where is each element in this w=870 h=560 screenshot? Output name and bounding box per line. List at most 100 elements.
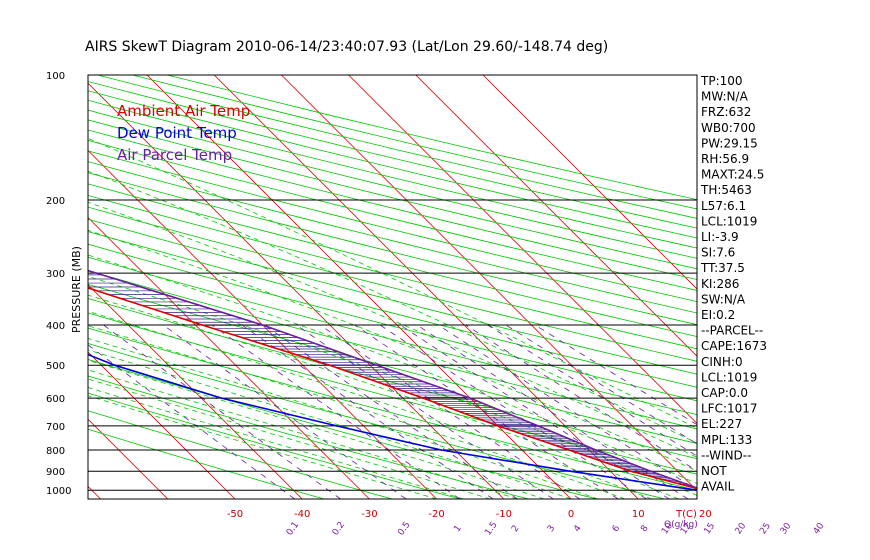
stat-item: MAXT:24.5 bbox=[701, 168, 764, 182]
mixing-ratio-label: 0.5 bbox=[396, 520, 412, 537]
moist-adiabat-line bbox=[88, 170, 697, 444]
dry-adiabat-line bbox=[88, 139, 697, 291]
legend-air-parcel-temp: Air Parcel Temp bbox=[117, 146, 232, 164]
stat-item: NOT bbox=[701, 464, 727, 478]
dry-adiabat-line bbox=[88, 327, 697, 491]
series-point bbox=[375, 364, 378, 367]
mixing-ratio-label: 0.1 bbox=[285, 520, 301, 537]
mixing-ratio-line bbox=[399, 324, 670, 499]
stat-item: EI:0.2 bbox=[701, 308, 735, 322]
dry-adiabat-line bbox=[88, 243, 697, 402]
series-point bbox=[568, 449, 570, 451]
stat-item: WB0:700 bbox=[701, 121, 756, 135]
series-point bbox=[95, 272, 98, 274]
parcel-temp-line bbox=[88, 269, 697, 489]
stat-item: LI:-3.9 bbox=[701, 230, 739, 244]
pressure-tick-label: 700 bbox=[46, 422, 65, 433]
mixing-ratio-label: 1 bbox=[452, 524, 463, 534]
series-point bbox=[497, 425, 499, 427]
moist-adiabat-line bbox=[88, 387, 464, 499]
bottom-temp-tick-label: -20 bbox=[428, 509, 444, 520]
mixing-ratio-line bbox=[379, 324, 647, 499]
series-point bbox=[440, 449, 443, 451]
dry-adiabat-line bbox=[88, 256, 697, 416]
pressure-tick-label: 600 bbox=[46, 394, 65, 405]
dry-adiabat-line bbox=[88, 109, 697, 259]
stat-item: AVAIL bbox=[701, 480, 735, 494]
dry-adiabat-line bbox=[88, 161, 697, 314]
stat-item: --PARCEL-- bbox=[701, 324, 763, 338]
stat-item: TH:5463 bbox=[700, 183, 752, 197]
pressure-tick-label: 200 bbox=[46, 196, 65, 207]
stat-item: LCL:1019 bbox=[701, 370, 757, 384]
bottom-temp-tick-label: 0 bbox=[568, 509, 574, 520]
stat-item: TP:100 bbox=[700, 74, 743, 88]
moist-adiabat-line bbox=[88, 229, 697, 472]
dry-adiabat-line bbox=[88, 119, 697, 270]
dry-adiabat-line bbox=[88, 410, 393, 499]
stat-item: FRZ:632 bbox=[701, 105, 751, 119]
stat-item: CINH:0 bbox=[701, 355, 743, 369]
dry-adiabat-line bbox=[88, 270, 697, 430]
bottom-temp-tick-label: -10 bbox=[496, 509, 512, 520]
mixing-ratio-label: 30 bbox=[779, 521, 794, 536]
mixing-ratio-line bbox=[416, 324, 689, 499]
pressure-tick-label: 800 bbox=[46, 446, 65, 457]
chart-title: AIRS SkewT Diagram 2010-06-14/23:40:07.9… bbox=[85, 39, 608, 55]
isotherm-line bbox=[146, 75, 572, 499]
moist-adiabat-line bbox=[88, 325, 625, 499]
stat-item: TT:37.5 bbox=[700, 261, 745, 275]
isotherm-line bbox=[281, 75, 697, 492]
dry-adiabat-line bbox=[88, 150, 697, 303]
stat-item: CAPE:1673 bbox=[701, 339, 767, 353]
mixing-ratio-unit: Q(g/kg) bbox=[664, 520, 698, 530]
mixing-ratio-line bbox=[88, 344, 295, 499]
stat-item: SI:7.6 bbox=[701, 246, 735, 260]
isotherm-line bbox=[88, 418, 169, 499]
mixing-ratio-label: 1.5 bbox=[483, 520, 499, 537]
mixing-ratio-line bbox=[437, 324, 697, 491]
series-point bbox=[261, 324, 264, 326]
mixing-ratio-label: 8 bbox=[639, 523, 651, 534]
series-point bbox=[335, 425, 338, 427]
isotherm-line bbox=[415, 75, 697, 357]
moist-adiabat-line bbox=[88, 395, 437, 499]
dry-adiabat-line bbox=[88, 129, 697, 280]
mixing-ratio-label: 15 bbox=[702, 521, 717, 536]
pressure-tick-label: 400 bbox=[46, 321, 65, 332]
legend: Ambient Air Temp Dew Point Temp Air Parc… bbox=[117, 102, 250, 164]
mixing-ratio-label: 2 bbox=[510, 524, 521, 534]
plot-frame bbox=[87, 74, 698, 500]
mixing-ratio-label: 0.2 bbox=[331, 520, 347, 537]
dry-adiabat-line bbox=[88, 99, 697, 249]
isotherm-line bbox=[0, 75, 33, 499]
temp-unit-label: T(C) bbox=[675, 509, 697, 520]
series-point bbox=[595, 449, 597, 451]
dry-adiabat-line bbox=[88, 312, 697, 475]
dry-adiabat-line bbox=[88, 283, 697, 444]
bottom-temp-tick-label: 20 bbox=[699, 509, 712, 520]
dry-adiabat-line bbox=[88, 183, 697, 337]
y-axis-label: PRESSURE (MB) bbox=[70, 246, 83, 333]
dry-adiabat-line bbox=[88, 194, 697, 350]
pressure-tick-label: 300 bbox=[46, 269, 65, 280]
grid-layer bbox=[0, 75, 697, 499]
mixing-ratio-label: 4 bbox=[572, 523, 584, 534]
moist-adiabat-line bbox=[88, 359, 545, 499]
stat-item: PW:29.15 bbox=[701, 136, 758, 150]
mixing-ratio-line bbox=[319, 324, 580, 499]
series-point bbox=[469, 397, 471, 399]
stat-item: MPL:133 bbox=[701, 433, 752, 447]
mixing-ratio-line bbox=[241, 324, 494, 499]
series-point bbox=[629, 470, 632, 473]
bottom-temp-tick-label: -30 bbox=[361, 509, 377, 520]
series-point bbox=[569, 470, 571, 473]
series-point bbox=[422, 397, 424, 399]
pressure-tick-label: 100 bbox=[46, 71, 65, 82]
series-point bbox=[201, 324, 204, 326]
isotherm-line bbox=[213, 75, 639, 499]
axis-layer: 1002003004005006007008009001000-120-110-… bbox=[46, 71, 827, 538]
dry-adiabat-line bbox=[88, 428, 325, 499]
